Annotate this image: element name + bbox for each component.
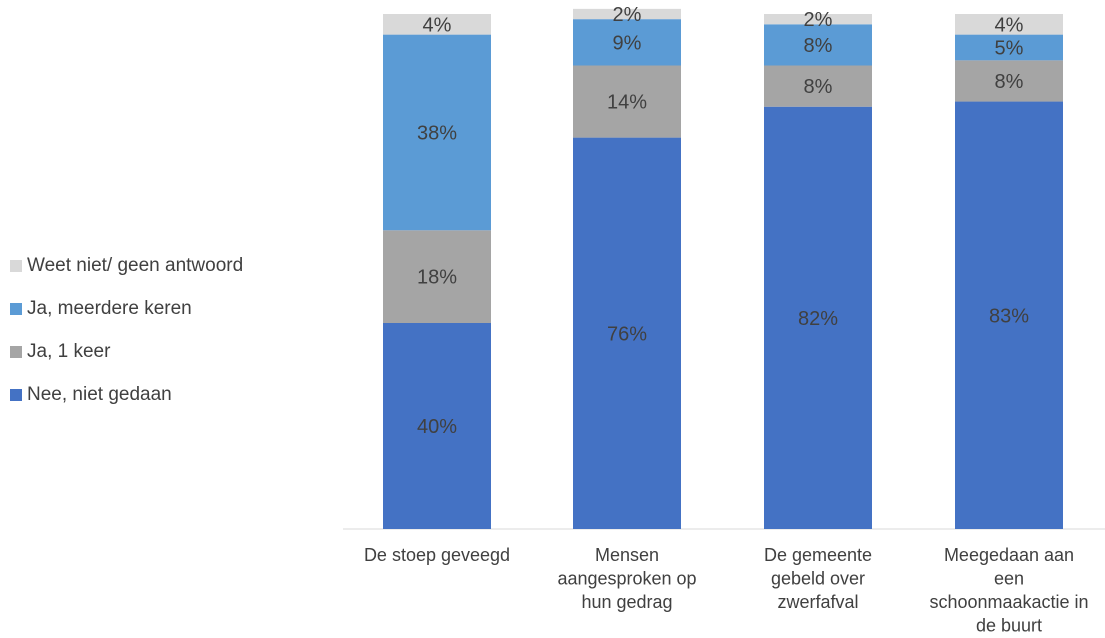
- legend-item: Weet niet/ geen antwoord: [10, 244, 243, 287]
- data-label: 82%: [798, 308, 838, 330]
- bar-segment: [573, 19, 681, 66]
- bar-segment: [764, 14, 872, 25]
- bar-segment: [764, 65, 872, 107]
- data-label: 76%: [607, 323, 647, 345]
- legend-item: Ja, 1 keer: [10, 330, 243, 373]
- legend-item: Nee, niet gedaan: [10, 373, 243, 416]
- data-label: 8%: [804, 76, 833, 98]
- data-label: 18%: [417, 267, 457, 289]
- bars-group: [383, 8, 1063, 530]
- legend-label: Weet niet/ geen antwoord: [27, 254, 244, 276]
- legend: Weet niet/ geen antwoord Ja, meerdere ker…: [10, 244, 243, 416]
- bar-segment: [573, 65, 681, 138]
- data-label: 83%: [989, 305, 1029, 327]
- data-label: 8%: [995, 71, 1024, 93]
- bar-segment: [955, 101, 1063, 530]
- legend-label: Nee, niet gedaan: [27, 383, 172, 405]
- legend-swatch: [10, 302, 22, 315]
- data-label: 38%: [417, 122, 457, 144]
- bar-segment: [383, 34, 491, 231]
- bar-segment: [955, 60, 1063, 102]
- data-label: 4%: [423, 14, 452, 36]
- data-label: 2%: [804, 9, 833, 31]
- bar-segment: [764, 24, 872, 66]
- legend-label: Ja, meerdere keren: [27, 297, 192, 319]
- bar-segment: [383, 14, 491, 35]
- bar-segment: [955, 34, 1063, 61]
- data-label: 2%: [613, 4, 642, 26]
- bar-segment: [764, 106, 872, 529]
- data-label: 5%: [995, 37, 1024, 59]
- bar-segment: [383, 230, 491, 323]
- category-label: Meegedaan aan een schoonmaakactie in de buu…: [929, 545, 1088, 636]
- bar-segment: [573, 137, 681, 529]
- category-label: Mensen aangesproken op hun gedrag: [557, 545, 696, 612]
- legend-item: Ja, meerdere keren: [10, 287, 243, 330]
- bar-segment: [573, 8, 681, 20]
- legend-label: Ja, 1 keer: [27, 340, 111, 362]
- bar-segment: [955, 14, 1063, 35]
- legend-swatch: [10, 345, 22, 358]
- category-label: De stoep geveegd: [364, 545, 510, 565]
- data-label: 8%: [804, 35, 833, 57]
- data-label: 14%: [607, 92, 647, 114]
- legend-swatch: [10, 259, 22, 272]
- data-label: 9%: [613, 32, 642, 54]
- bar-segment: [383, 323, 491, 529]
- legend-swatch: [10, 388, 22, 401]
- category-labels-group: De stoep geveegd Mensen aangesproken op hun…: [364, 545, 1089, 636]
- category-label: De gemeente gebeld over zwerfafval: [764, 545, 872, 612]
- value-labels-group: 40%18%38%4%76%14%9%2%82%8%8%2%83%8%5%4%: [417, 4, 1029, 438]
- data-label: 40%: [417, 416, 457, 438]
- data-label: 4%: [995, 14, 1024, 36]
